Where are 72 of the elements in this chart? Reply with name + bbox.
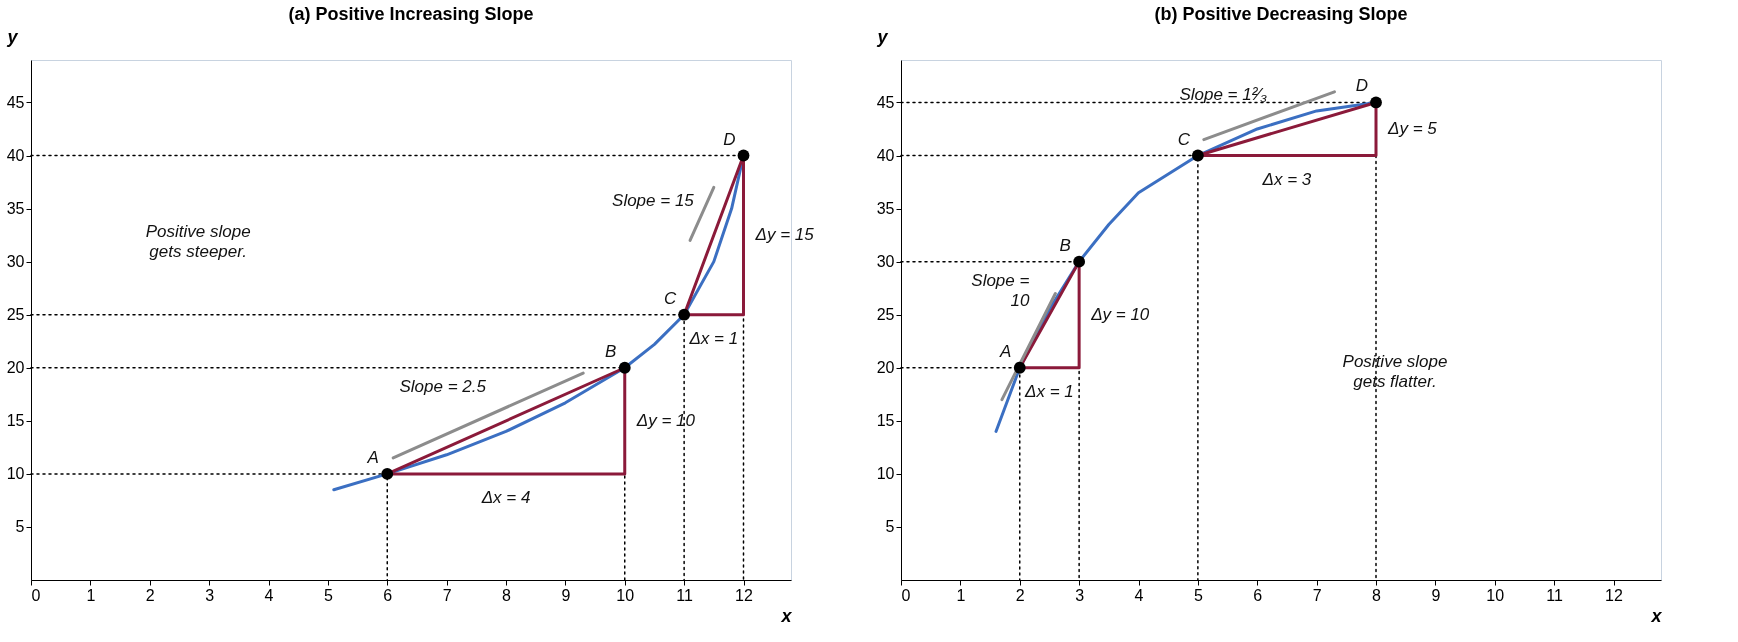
x-tick-label: 4 — [264, 586, 274, 604]
x-tick-label: 10 — [1486, 586, 1505, 604]
x-tick-label: 1 — [86, 586, 96, 604]
chart-title: (b) Positive Decreasing Slope — [1154, 4, 1408, 24]
annotation: C — [1177, 129, 1191, 149]
x-axis-title: x — [780, 605, 793, 626]
annotation: D — [723, 129, 736, 149]
y-tick-label: 20 — [876, 359, 895, 377]
annotation: Δy = 5 — [1387, 118, 1438, 138]
annotation: Slope = 1²⁄₃ — [1179, 84, 1268, 104]
annotation: Slope = 15 — [612, 191, 695, 211]
annotation: Δy = 10 — [635, 410, 696, 430]
x-tick-label: 6 — [383, 586, 393, 604]
x-tick-label: 2 — [1015, 586, 1025, 604]
annotation: D — [1355, 76, 1369, 96]
y-tick-label: 5 — [885, 518, 895, 536]
y-tick-label: 25 — [876, 306, 895, 324]
x-tick-label: 1 — [956, 586, 966, 604]
x-tick-label: 3 — [205, 586, 215, 604]
y-tick-label: 40 — [6, 147, 25, 165]
y-tick-label: 35 — [6, 200, 25, 218]
y-axis-title: y — [876, 26, 889, 47]
y-tick-label: 10 — [6, 465, 25, 483]
x-tick-label: 5 — [1193, 586, 1203, 604]
y-tick-label: 10 — [876, 465, 895, 483]
annotation: Δx = 1 — [688, 328, 739, 348]
x-tick-label: 4 — [1134, 586, 1144, 604]
annotation: Slope = 10 — [971, 270, 1030, 310]
y-tick-label: 5 — [15, 518, 25, 536]
x-tick-label: 7 — [442, 586, 452, 604]
y-tick-label: 45 — [876, 93, 895, 111]
x-tick-label: 12 — [735, 586, 753, 604]
annotation: Δx = 3 — [1261, 169, 1312, 189]
y-tick-label: 25 — [6, 306, 25, 324]
x-tick-label: 7 — [1312, 586, 1322, 604]
annotation: Δy = 10 — [1090, 304, 1150, 324]
annotation: A — [366, 447, 379, 467]
annotation: Δy = 15 — [754, 225, 815, 245]
annotation: Positive slope gets steeper. — [145, 221, 251, 261]
x-tick-label: 8 — [1372, 586, 1382, 604]
x-tick-label: 11 — [676, 586, 694, 604]
y-tick-label: 20 — [6, 359, 25, 377]
y-tick-label: 40 — [876, 147, 895, 165]
x-tick-label: 8 — [502, 586, 512, 604]
x-axis-title: x — [1650, 605, 1663, 626]
x-tick-label: 3 — [1075, 586, 1085, 604]
y-tick-label: 30 — [6, 253, 25, 271]
x-tick-label: 5 — [323, 586, 333, 604]
annotation: Δx = 1 — [1024, 381, 1074, 401]
x-tick-label: 2 — [145, 586, 155, 604]
x-tick-label: 9 — [1431, 586, 1441, 604]
chart-title: (a) Positive Increasing Slope — [288, 4, 534, 24]
y-tick-label: 15 — [6, 412, 25, 430]
y-tick-label: 30 — [876, 253, 895, 271]
y-tick-label: 35 — [876, 200, 895, 218]
annotation: B — [605, 341, 617, 361]
x-tick-label: 12 — [1605, 586, 1623, 604]
annotation: Positive slope gets flatter. — [1342, 351, 1448, 391]
x-tick-label: 10 — [616, 586, 635, 604]
annotation: Δx = 4 — [480, 487, 531, 507]
annotation: Slope = 2.5 — [399, 376, 487, 396]
y-tick-label: 15 — [876, 412, 895, 430]
y-axis-title: y — [6, 26, 19, 47]
annotation: A — [999, 341, 1012, 361]
x-tick-label: 11 — [1546, 586, 1564, 604]
y-tick-label: 45 — [6, 93, 25, 111]
x-tick-label: 6 — [1253, 586, 1263, 604]
x-tick-label: 0 — [31, 586, 41, 604]
annotation: B — [1059, 235, 1071, 255]
x-tick-label: 0 — [901, 586, 911, 604]
annotation: C — [663, 288, 677, 308]
x-tick-label: 9 — [561, 586, 571, 604]
